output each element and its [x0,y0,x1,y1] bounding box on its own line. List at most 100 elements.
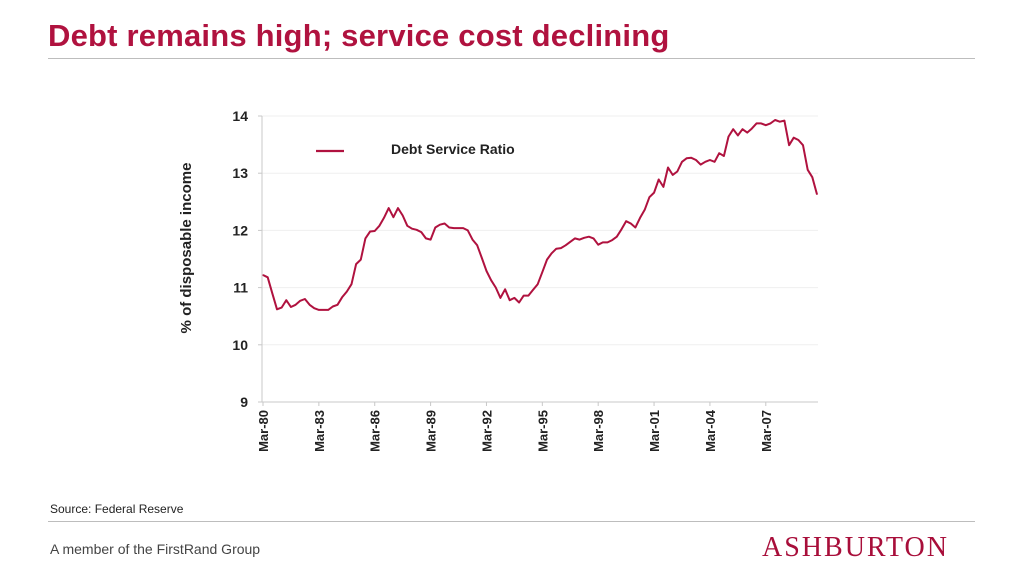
data-point [448,226,450,229]
data-point [281,307,283,309]
data-point [588,236,590,238]
data-point [634,226,637,229]
data-point [783,120,786,122]
data-point [327,309,329,311]
data-point [467,229,469,231]
page-title: Debt remains high; service cost declinin… [48,18,670,53]
data-point [746,132,748,134]
x-tick-label: Mar-98 [591,410,606,452]
data-point [555,248,557,250]
data-point [420,231,422,233]
data-point [732,128,734,130]
data-point [411,228,413,230]
data-point [802,144,804,146]
data-point [765,124,767,126]
data-point [583,237,585,239]
data-point [374,230,376,232]
data-point [481,257,483,259]
data-point [662,186,665,188]
data-point [527,295,530,297]
data-point [392,216,394,218]
data-point [718,152,720,154]
data-point [388,207,390,209]
data-point [751,128,753,130]
y-tick-label: 10 [232,337,248,353]
ashburton-logo: ASHBURTON [762,532,949,563]
data-point [299,300,301,302]
data-point [811,176,813,178]
data-point [290,306,292,308]
data-point [625,220,627,222]
data-point [704,161,706,163]
data-point [322,309,325,311]
data-point [499,297,501,299]
x-tick-label: Mar-07 [759,410,774,452]
y-tick-label: 12 [232,222,248,238]
y-tick-label: 11 [233,280,248,296]
data-point [430,239,432,241]
x-tick-labels: Mar-80 Mar-83 Mar-86 Mar-89 Mar-92 Mar-95 Mar-… [256,402,774,452]
data-point [816,193,818,195]
data-point [262,274,264,276]
data-point [476,244,478,246]
data-point [788,144,790,146]
data-point [336,304,339,306]
x-tick-label: Mar-86 [368,410,383,452]
data-point [346,291,348,293]
data-point [760,122,762,124]
x-tick-label: Mar-01 [647,410,662,452]
data-point [504,288,506,290]
y-axis-label: % of disposable income [178,163,195,334]
y-tick-label: 14 [232,108,248,124]
data-point [653,192,655,194]
data-point [509,299,511,301]
data-point [579,239,581,241]
data-point [606,241,609,243]
footer-divider [48,521,975,522]
legend-label: Debt Service Ratio [391,141,515,157]
data-point [737,134,739,136]
series-line-debt-service-ratio [262,119,818,311]
data-point [672,174,674,176]
data-point [276,308,278,310]
data-point [741,128,744,130]
data-point [313,307,315,309]
data-point [453,227,455,229]
data-point [723,155,725,157]
data-point [541,271,543,273]
data-point [332,305,334,308]
data-point [807,169,809,171]
data-point [616,236,618,238]
data-point [309,304,311,306]
data-point [397,207,399,209]
data-point [569,241,571,243]
data-point [462,227,464,229]
y-tick-labels: 9 10 11 12 13 14 [232,108,262,410]
x-tick-label: Mar-92 [479,410,494,452]
data-point [457,227,460,229]
data-point [523,295,525,297]
data-point [644,209,646,211]
data-point [495,287,497,289]
data-point [695,159,697,161]
data-point [532,289,534,291]
data-point [769,122,772,124]
data-point [700,164,702,166]
source-note: Source: Federal Reserve [50,502,184,516]
data-point [686,157,688,159]
data-point [797,139,800,141]
data-point [271,292,273,294]
data-point [658,178,660,181]
data-point [560,247,562,249]
data-point [709,159,711,161]
data-point [565,244,567,246]
data-point [439,224,441,226]
data-point [378,225,380,227]
data-point [648,196,651,198]
y-tick-label: 13 [232,165,248,181]
data-point [551,252,553,254]
data-point [537,283,539,285]
data-point [350,283,353,285]
data-point [318,309,320,311]
title-divider [48,58,975,59]
